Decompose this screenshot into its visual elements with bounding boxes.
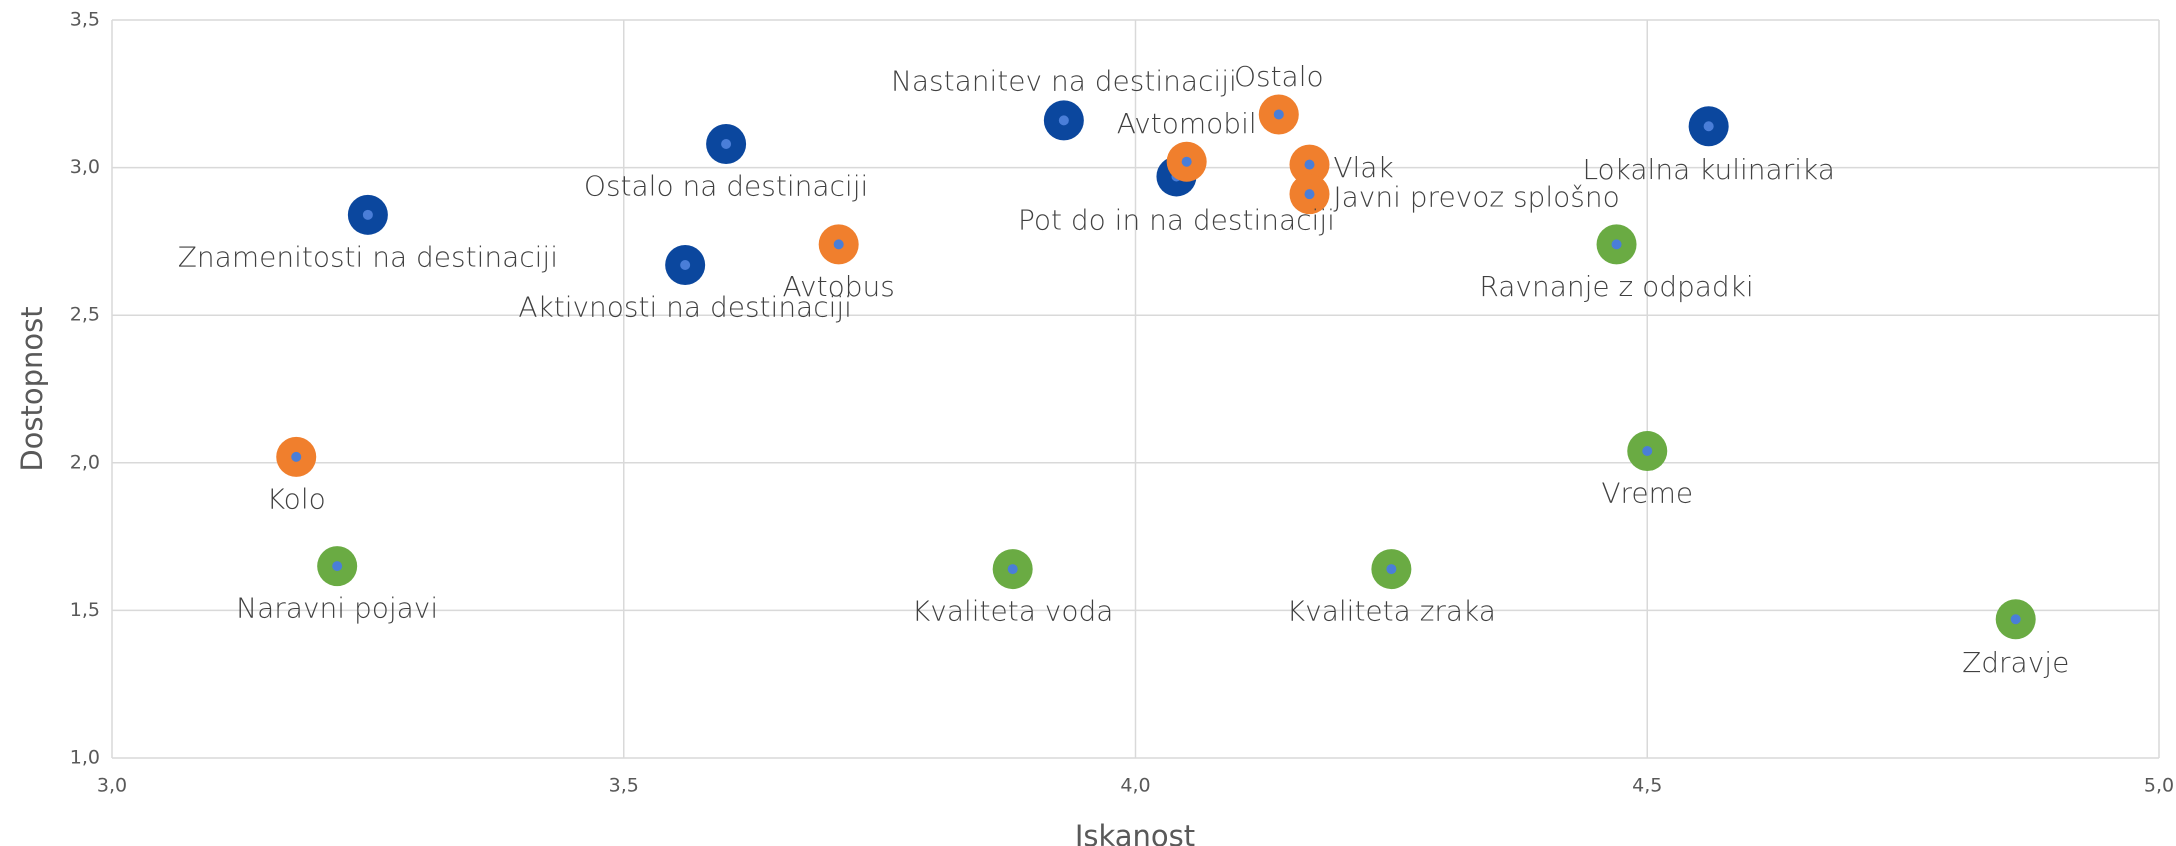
point-center [362,209,373,220]
point-label: Ostalo na destinaciji [584,170,868,203]
point-center [1304,189,1315,200]
point-center [1304,159,1315,170]
point-center [1703,121,1714,132]
point-label: Vreme [1601,477,1693,510]
point-label: Vlak [1333,151,1393,184]
point-center [1642,445,1653,456]
point-center [332,561,343,572]
y-tick-label: 2,0 [70,451,100,473]
y-axis-title: Dostopnost [15,306,49,471]
y-tick-label: 1,5 [70,599,100,621]
point-center [1386,564,1397,575]
point-center [1007,564,1018,575]
point-label: Avtomobil [1117,107,1257,140]
point-label: Javni prevoz splošno [1333,180,1619,213]
point-label: Ravnanje z odpadki [1479,270,1753,303]
x-tick-label: 5,0 [2144,775,2174,797]
point-label: Kvaliteta voda [912,595,1114,628]
point-label: Kolo [267,482,326,515]
y-tick-label: 1,0 [70,747,100,769]
point-center [680,260,691,271]
x-tick-label: 3,5 [609,775,639,797]
x-axis-title: Iskanost [1075,819,1195,846]
point-label: Naravni pojavi [236,592,438,625]
point-center [2010,614,2021,625]
point-label: Nastanitev na destinaciji [891,64,1237,97]
point-label: Lokalna kulinarika [1582,153,1834,186]
y-tick-label: 3,5 [70,9,100,31]
point-center [1058,115,1069,126]
y-tick-label: 2,5 [70,304,100,326]
point-center [833,239,844,250]
point-label: Kvaliteta zraka [1287,595,1496,628]
point-center [1273,109,1284,120]
point-label: Aktivnosti na destinaciji [518,291,852,324]
point-label: Znamenitosti na destinaciji [178,240,558,273]
x-tick-label: 3,0 [97,775,127,797]
point-label: Avtobus [783,270,895,303]
point-center [291,451,302,462]
point-label: Pot do in na destinaciji [1018,203,1335,236]
y-tick-label: 3,0 [70,156,100,178]
point-center [721,138,732,149]
x-tick-label: 4,5 [1632,775,1662,797]
x-tick-label: 4,0 [1120,775,1150,797]
point-center [1181,156,1192,167]
point-label: Ostalo [1234,60,1324,93]
point-label: Zdravje [1962,646,2069,679]
point-center [1611,239,1622,250]
